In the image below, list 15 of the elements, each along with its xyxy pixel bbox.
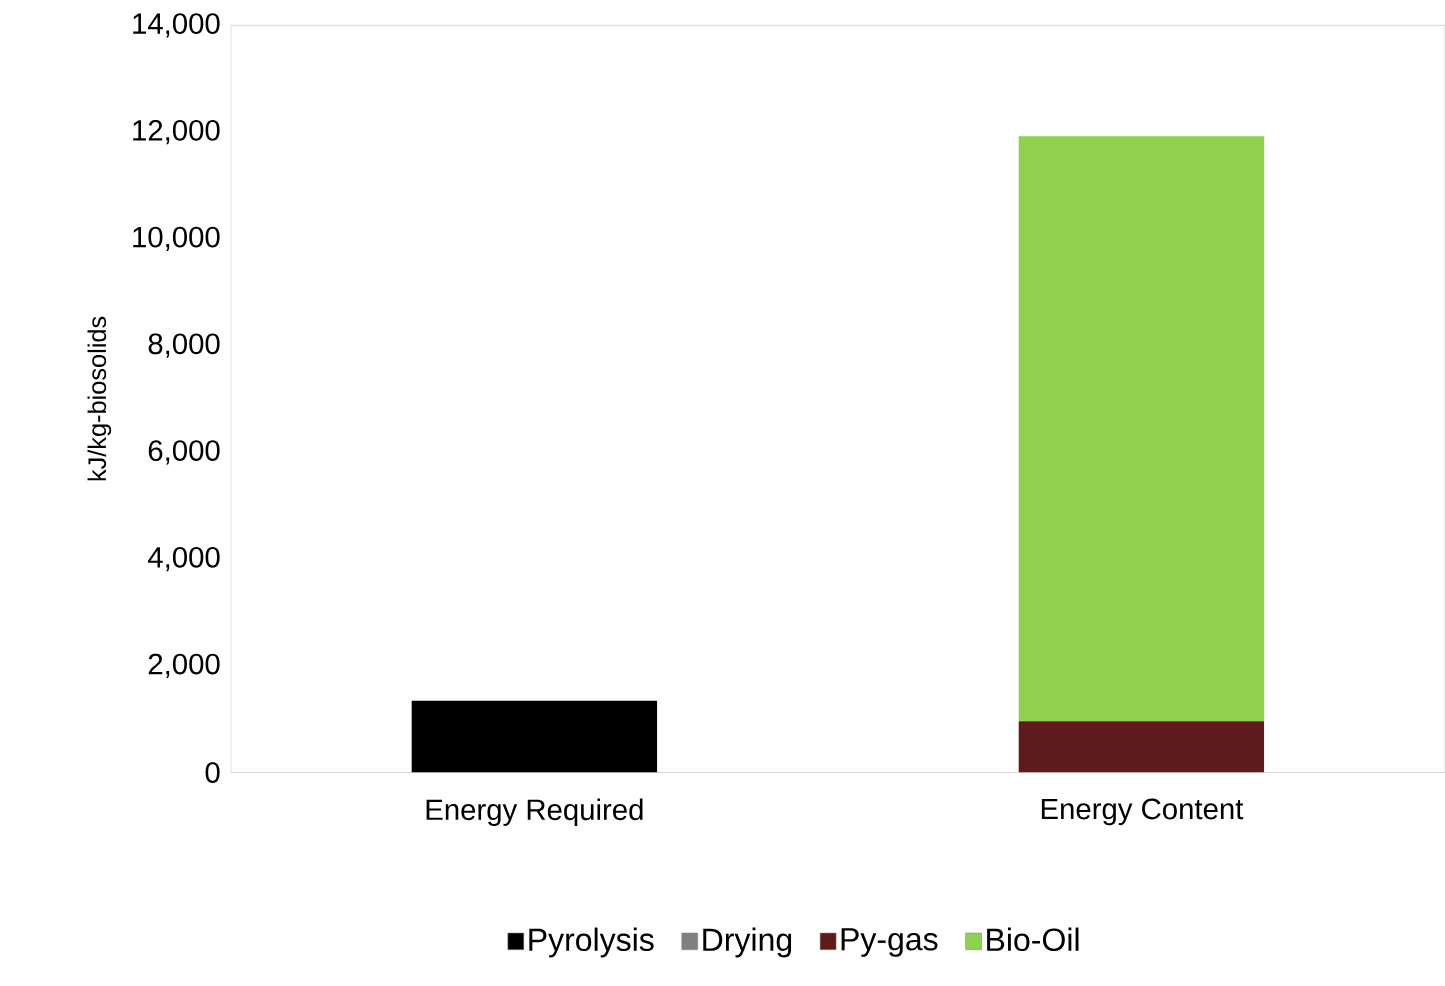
y-tick-label: 8,000 [148,333,220,358]
legend-label: Bio-Oil [987,927,1079,952]
y-tick-label: 6,000 [148,440,220,465]
y-tick-label: 14,000 [133,13,220,38]
y-tick-label: 12,000 [133,119,220,145]
legend-label: Drying [703,927,792,958]
y-tick-label: 4,000 [147,546,220,572]
y-tick-label: 10,000 [133,226,220,251]
legend-label: Py-gas [841,928,938,957]
y-tick-label: 0 [205,762,220,783]
y-axis-title: kJ/kg-biosolids [87,316,112,481]
x-tick-label: Energy Content [1041,798,1244,826]
y-tick-label: 2,000 [148,653,220,678]
x-tick-label: Energy Required [426,798,643,826]
legend-label: Pyrolysis [529,927,654,958]
